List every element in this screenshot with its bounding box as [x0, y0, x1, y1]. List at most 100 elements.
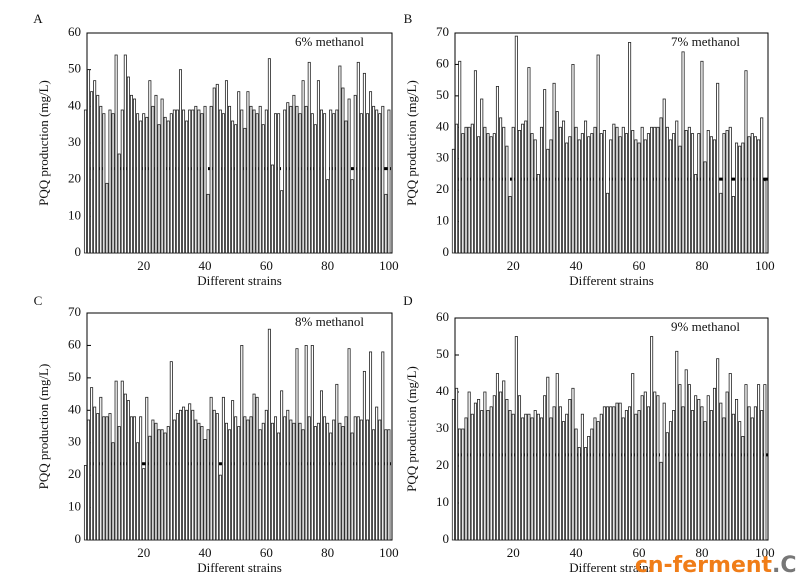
x-tick-label: 40 — [570, 545, 583, 560]
bar — [295, 105, 299, 254]
bar — [527, 67, 531, 254]
bar — [618, 136, 622, 254]
bar — [381, 351, 385, 541]
bar — [267, 328, 271, 541]
bar — [634, 413, 638, 541]
bar — [697, 133, 701, 254]
bar — [709, 410, 713, 541]
bar — [539, 126, 544, 254]
bar — [483, 126, 487, 254]
bar — [243, 416, 247, 541]
bar — [289, 105, 293, 254]
bar — [716, 358, 720, 541]
bar — [552, 82, 556, 254]
bar — [117, 426, 121, 541]
bar — [760, 117, 764, 254]
bar — [750, 417, 754, 541]
bar — [212, 87, 216, 254]
bar — [160, 98, 164, 254]
bar — [175, 413, 179, 541]
bar — [148, 435, 152, 541]
bar — [763, 384, 767, 541]
bar — [218, 474, 222, 541]
bar — [203, 439, 207, 541]
bar — [650, 336, 654, 541]
bar — [387, 429, 391, 541]
bar — [561, 120, 566, 254]
bar — [558, 406, 562, 541]
bar — [590, 133, 594, 254]
bar — [111, 442, 115, 541]
bar — [546, 376, 550, 541]
bar — [461, 133, 465, 254]
bar — [209, 105, 213, 254]
x-axis-label: Different strains — [197, 560, 282, 575]
y-tick-label: 20 — [68, 466, 81, 481]
bar — [514, 336, 518, 541]
bar — [543, 395, 547, 541]
bar — [154, 422, 158, 541]
bar — [123, 54, 127, 254]
bar — [326, 179, 330, 254]
bar — [280, 390, 284, 541]
bar — [307, 416, 311, 541]
y-tick-label: 30 — [68, 434, 81, 449]
x-tick-label: 40 — [199, 545, 212, 560]
bar — [384, 429, 388, 541]
bar — [105, 182, 109, 254]
bar — [148, 80, 152, 254]
bar — [270, 422, 274, 541]
x-tick-label: 40 — [570, 258, 583, 273]
bar — [188, 109, 192, 254]
bar — [240, 109, 244, 254]
bar — [221, 113, 225, 254]
bar — [464, 417, 468, 541]
bar — [687, 126, 691, 254]
bar — [744, 70, 748, 254]
bar — [577, 447, 581, 541]
bar — [133, 416, 137, 541]
annotation: 8% methanol — [295, 314, 364, 329]
bar — [228, 429, 232, 541]
bar — [87, 69, 91, 254]
bar — [188, 403, 192, 541]
x-tick-label: 80 — [321, 258, 334, 273]
bar — [194, 419, 198, 541]
bar — [709, 136, 713, 254]
bar — [277, 113, 281, 254]
bar — [606, 192, 610, 254]
bar — [359, 113, 363, 254]
x-tick-label: 20 — [137, 545, 150, 560]
annotation: 9% methanol — [671, 319, 740, 334]
bar — [206, 429, 210, 541]
bar — [672, 133, 676, 254]
y-tick-label: 50 — [68, 61, 81, 76]
bar — [665, 126, 669, 254]
bar — [678, 145, 682, 254]
y-tick-label: 60 — [436, 309, 449, 324]
bar — [304, 105, 308, 254]
bar — [280, 190, 284, 254]
bar — [514, 35, 518, 254]
bar — [763, 180, 767, 254]
bar — [568, 398, 572, 541]
bar — [549, 139, 553, 254]
bar — [461, 428, 465, 541]
bar — [672, 410, 676, 541]
bar — [139, 120, 143, 254]
bar — [643, 391, 647, 541]
bar — [157, 429, 161, 541]
bar — [240, 345, 244, 541]
bar — [255, 113, 259, 254]
bar — [455, 387, 459, 541]
bar — [369, 351, 373, 541]
bar — [753, 136, 757, 254]
bar — [304, 345, 308, 541]
bar — [650, 126, 654, 254]
bar — [307, 61, 311, 254]
bar — [369, 91, 373, 254]
bar — [628, 406, 632, 541]
y-tick-label: 30 — [436, 150, 449, 165]
bar — [593, 417, 597, 541]
